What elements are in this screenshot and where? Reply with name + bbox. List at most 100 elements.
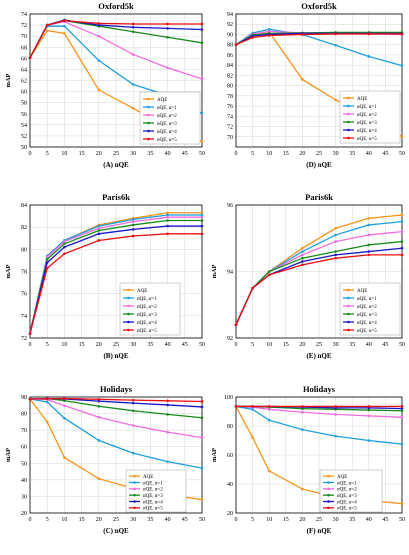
y-tick-label: 40 xyxy=(227,482,233,488)
data-point xyxy=(301,246,304,250)
y-tick-label: 64 xyxy=(21,67,27,73)
y-tick-label: 80 xyxy=(21,412,27,418)
data-point xyxy=(251,436,254,439)
data-point xyxy=(45,420,49,424)
data-point xyxy=(367,32,371,36)
data-point xyxy=(45,266,49,270)
data-point xyxy=(301,33,304,36)
y-tick-label: 82 xyxy=(227,73,233,79)
legend-label: αQE, α=3 xyxy=(357,121,377,126)
y-axis-label: mAP xyxy=(211,264,218,278)
y-tick-label: 80 xyxy=(227,84,233,90)
y-tick-label: 70 xyxy=(21,34,27,40)
data-point xyxy=(97,22,101,25)
x-tick-label: 25 xyxy=(316,342,322,348)
data-point xyxy=(251,405,254,408)
legend-marker xyxy=(147,105,150,109)
data-point xyxy=(97,239,101,242)
data-point xyxy=(301,250,304,253)
legend-box xyxy=(139,91,201,145)
data-point xyxy=(267,405,271,408)
data-point xyxy=(400,442,404,446)
legend-label: αQE, α=2 xyxy=(137,305,157,310)
data-point xyxy=(131,83,135,86)
x-tick-label: 45 xyxy=(382,151,388,157)
data-point xyxy=(301,256,304,260)
x-tick-label: 50 xyxy=(199,151,205,157)
x-tick-label: 0 xyxy=(235,517,238,523)
data-point xyxy=(200,466,204,470)
legend-label: αQE, α=4 xyxy=(137,321,157,326)
data-point xyxy=(367,250,371,253)
data-point xyxy=(166,27,169,30)
x-tick-label: 45 xyxy=(182,151,188,157)
data-point xyxy=(45,29,49,32)
x-tick-label: 0 xyxy=(29,517,32,523)
x-tick-label: 35 xyxy=(349,517,355,523)
x-tick-label: 5 xyxy=(251,151,254,157)
x-tick-label: 40 xyxy=(366,517,372,523)
data-point xyxy=(63,404,66,407)
x-tick-label: 30 xyxy=(333,517,339,523)
data-point xyxy=(301,410,304,414)
legend-marker xyxy=(127,304,130,308)
data-point xyxy=(367,243,371,247)
x-tick-label: 40 xyxy=(165,342,171,348)
x-tick-label: 30 xyxy=(333,342,339,348)
data-point xyxy=(400,405,404,408)
legend-label: αQE, α=1 xyxy=(157,106,177,111)
legend-label: αQE, α=3 xyxy=(157,122,177,127)
legend-label: AQE xyxy=(137,289,147,294)
y-axis-label: mAP xyxy=(5,448,12,462)
data-point xyxy=(200,41,204,45)
y-tick-label: 20 xyxy=(227,511,233,517)
data-point xyxy=(301,405,304,408)
data-point xyxy=(200,111,204,115)
y-tick-label: 60 xyxy=(21,90,27,96)
data-point xyxy=(131,409,135,413)
legend-label: αQE, α=4 xyxy=(157,130,177,135)
data-point xyxy=(200,213,204,217)
data-point xyxy=(200,232,204,236)
data-point xyxy=(97,224,101,228)
legend-label: AQE xyxy=(143,475,153,480)
data-point xyxy=(267,270,271,273)
x-tick-label: 10 xyxy=(266,342,272,348)
y-tick-label: 72 xyxy=(227,125,233,131)
x-tick-label: 20 xyxy=(299,342,305,348)
data-point xyxy=(234,405,238,408)
data-point xyxy=(400,32,404,36)
data-point xyxy=(267,408,271,411)
data-point xyxy=(63,416,66,420)
data-point xyxy=(200,224,204,228)
legend: AQE αQE, α=1 αQE, α=2 αQE, α=3 αQE, α=4 αQE, … xyxy=(139,91,201,145)
data-point xyxy=(166,413,169,416)
y-tick-label: 60 xyxy=(21,445,27,451)
x-tick-label: 10 xyxy=(266,151,272,157)
data-point xyxy=(97,404,101,408)
legend-marker xyxy=(133,487,136,491)
legend-label: αQE, α=1 xyxy=(357,105,377,110)
chart-panel-3: Paris6k 92 94 96 0 5 10 15 20 25 30 35 40 45 50 mAP (E) … xyxy=(211,192,405,360)
legend-marker xyxy=(347,104,350,108)
y-axis-label: mAP xyxy=(5,73,12,87)
chart-panel-0: Oxford5k 50 52 54 56 58 60 62 64 66 68 70 72 74 0 5 10 15… xyxy=(5,1,205,169)
data-point xyxy=(131,398,135,402)
data-point xyxy=(166,399,169,403)
panel-caption: (C) nQE xyxy=(103,527,129,535)
legend-marker xyxy=(127,320,130,324)
legend-label: αQE, α=2 xyxy=(143,488,163,493)
data-point xyxy=(131,223,135,227)
legend-box xyxy=(339,90,401,144)
y-tick-label: 70 xyxy=(21,428,27,434)
legend-marker xyxy=(347,312,350,316)
legend-label: αQE, α=5 xyxy=(143,507,163,512)
data-point xyxy=(334,434,337,438)
x-tick-label: 30 xyxy=(130,342,136,348)
chart-title: Paris6k xyxy=(305,192,333,202)
data-point xyxy=(200,416,204,420)
legend-marker xyxy=(347,296,350,300)
panel-caption: (A) nQE xyxy=(103,161,129,169)
panel-caption: (E) nQE xyxy=(306,352,331,360)
